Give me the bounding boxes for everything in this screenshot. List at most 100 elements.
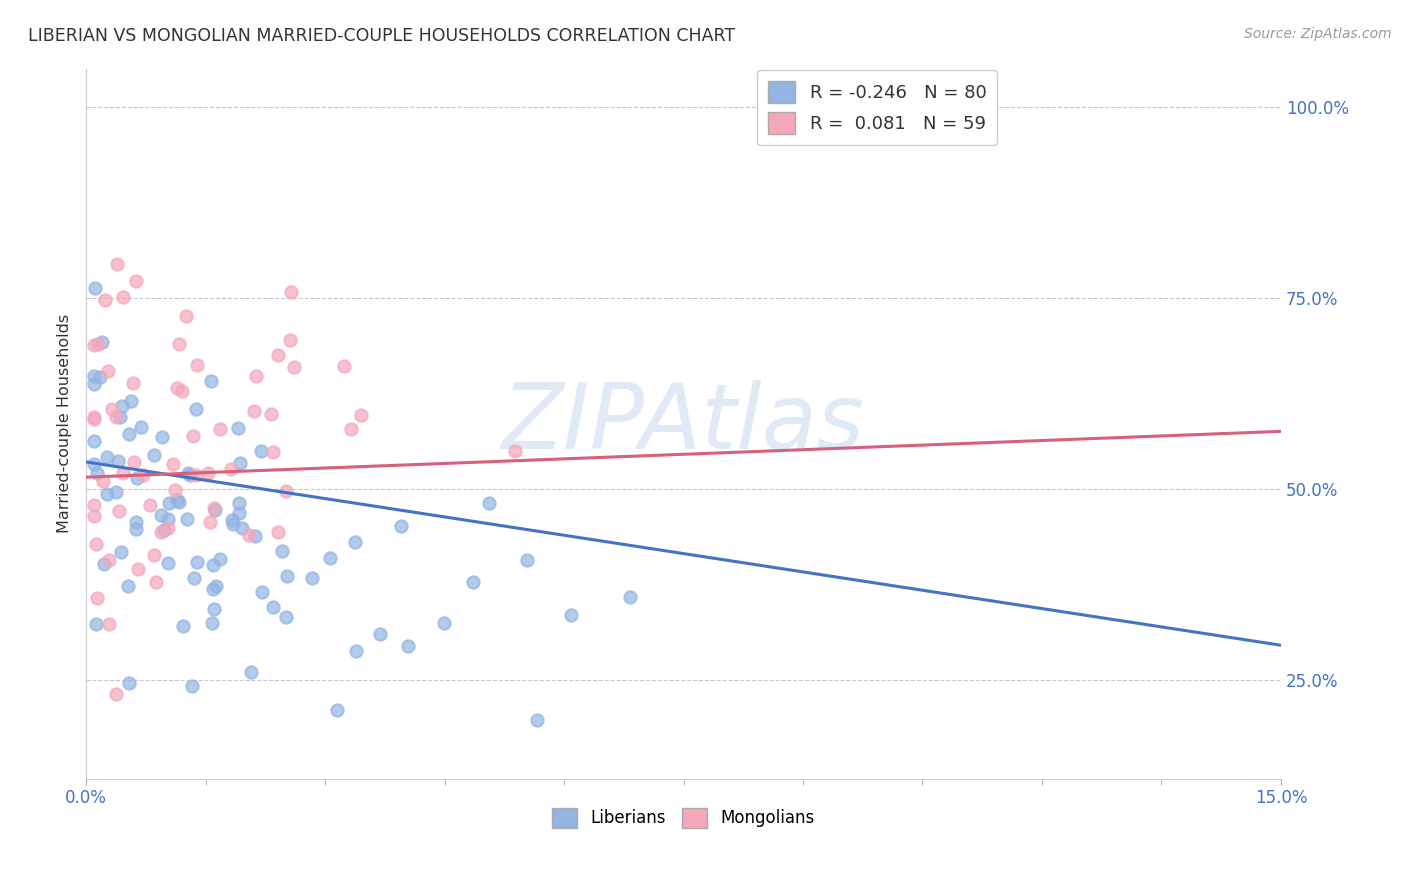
Point xyxy=(433,615,456,630)
Point xyxy=(86,591,108,605)
Point xyxy=(461,574,484,589)
Point xyxy=(172,619,194,633)
Point xyxy=(396,639,419,653)
Point xyxy=(129,420,152,434)
Point xyxy=(104,485,127,500)
Point xyxy=(183,429,205,443)
Point xyxy=(180,679,202,693)
Point xyxy=(96,450,118,465)
Point xyxy=(250,444,273,458)
Point xyxy=(152,524,174,538)
Point xyxy=(84,617,107,632)
Point xyxy=(184,401,207,416)
Point xyxy=(145,575,167,590)
Point xyxy=(125,522,148,536)
Point xyxy=(221,513,243,527)
Point xyxy=(228,421,250,435)
Point xyxy=(229,456,252,470)
Point xyxy=(267,348,290,362)
Point xyxy=(117,578,139,592)
Point xyxy=(200,374,222,388)
Point xyxy=(219,462,242,476)
Point xyxy=(163,483,186,497)
Point xyxy=(98,552,121,566)
Text: ZIPAtlas: ZIPAtlas xyxy=(502,380,865,467)
Point xyxy=(93,293,115,307)
Point xyxy=(83,376,105,391)
Point xyxy=(260,407,283,421)
Point xyxy=(325,703,347,717)
Point xyxy=(231,521,253,535)
Point xyxy=(111,466,134,480)
Point xyxy=(156,521,179,535)
Point xyxy=(183,570,205,584)
Point xyxy=(125,515,148,529)
Point xyxy=(301,570,323,584)
Point xyxy=(97,364,120,378)
Point xyxy=(245,368,267,383)
Point xyxy=(83,281,105,295)
Point xyxy=(125,471,148,485)
Point xyxy=(176,467,198,481)
Point xyxy=(619,591,641,605)
Point xyxy=(122,455,145,469)
Point xyxy=(83,412,105,426)
Point xyxy=(200,615,222,630)
Point xyxy=(156,556,179,570)
Point xyxy=(209,552,232,566)
Point xyxy=(93,558,115,572)
Point xyxy=(201,558,224,572)
Point xyxy=(222,516,245,531)
Point xyxy=(124,274,146,288)
Point xyxy=(350,409,373,423)
Point xyxy=(204,579,226,593)
Point xyxy=(176,512,198,526)
Point xyxy=(112,290,135,304)
Point xyxy=(132,467,155,482)
Point xyxy=(97,617,120,632)
Point xyxy=(204,601,226,615)
Point xyxy=(344,644,367,658)
Point xyxy=(127,562,149,576)
Point xyxy=(280,285,302,299)
Point xyxy=(319,550,342,565)
Point xyxy=(167,337,190,351)
Point xyxy=(84,537,107,551)
Point xyxy=(243,404,266,418)
Point xyxy=(184,467,207,482)
Point xyxy=(143,448,166,462)
Point xyxy=(83,337,105,351)
Point xyxy=(91,474,114,488)
Point xyxy=(150,524,173,539)
Point xyxy=(139,498,162,512)
Point xyxy=(270,544,292,558)
Point xyxy=(201,582,224,597)
Point xyxy=(169,495,191,509)
Point xyxy=(83,457,105,471)
Point xyxy=(267,524,290,539)
Point xyxy=(118,676,141,690)
Point xyxy=(228,506,250,520)
Point xyxy=(343,534,366,549)
Point xyxy=(276,609,298,624)
Point xyxy=(262,445,284,459)
Point xyxy=(339,421,361,435)
Point xyxy=(197,466,219,480)
Text: Source: ZipAtlas.com: Source: ZipAtlas.com xyxy=(1244,27,1392,41)
Point xyxy=(83,498,105,512)
Point xyxy=(143,548,166,562)
Point xyxy=(186,358,208,372)
Point xyxy=(172,384,194,398)
Point xyxy=(83,509,105,524)
Point xyxy=(250,585,273,599)
Point xyxy=(166,381,188,395)
Point xyxy=(118,427,141,442)
Point xyxy=(157,496,180,510)
Point xyxy=(245,528,267,542)
Point xyxy=(100,402,122,417)
Point xyxy=(166,492,188,507)
Point xyxy=(283,359,305,374)
Point xyxy=(478,495,501,509)
Point xyxy=(156,511,179,525)
Point xyxy=(107,454,129,468)
